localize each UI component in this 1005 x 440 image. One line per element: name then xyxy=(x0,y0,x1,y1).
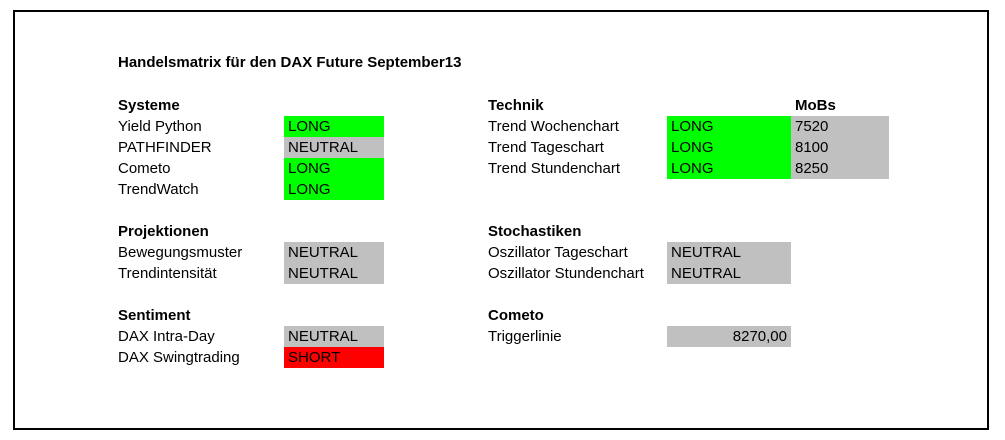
section-heading-projektionen: Projektionen xyxy=(118,223,209,240)
signal-cell: NEUTRAL xyxy=(284,263,384,284)
section-heading-sentiment: Sentiment xyxy=(118,307,191,324)
row-label: Bewegungsmuster xyxy=(118,244,243,261)
mobs-cell: 8100 xyxy=(791,137,889,158)
section-heading-cometo: Cometo xyxy=(488,307,544,324)
signal-cell: NEUTRAL xyxy=(284,242,384,263)
row-label: Trend Tageschart xyxy=(488,139,604,156)
row-label: Trendintensität xyxy=(118,265,217,282)
row-label: Trend Wochenchart xyxy=(488,118,619,135)
page-title: Handelsmatrix für den DAX Future Septemb… xyxy=(118,54,462,71)
row-label: Trend Stundenchart xyxy=(488,160,621,177)
signal-cell: NEUTRAL xyxy=(667,263,791,284)
row-label: DAX Swingtrading xyxy=(118,349,240,366)
trigger-value-cell: 8270,00 xyxy=(667,326,791,347)
signal-cell: NEUTRAL xyxy=(284,326,384,347)
row-label: DAX Intra-Day xyxy=(118,328,215,345)
signal-cell: NEUTRAL xyxy=(284,137,384,158)
row-label: Triggerlinie xyxy=(488,328,562,345)
row-label: TrendWatch xyxy=(118,181,199,198)
row-label: Yield Python xyxy=(118,118,202,135)
section-heading-technik: Technik xyxy=(488,97,544,114)
signal-cell: LONG xyxy=(667,158,791,179)
row-label: Oszillator Stundenchart xyxy=(488,265,644,282)
mobs-cell: 8250 xyxy=(791,158,889,179)
signal-cell: SHORT xyxy=(284,347,384,368)
signal-cell: LONG xyxy=(284,116,384,137)
signal-cell: LONG xyxy=(667,116,791,137)
signal-cell: LONG xyxy=(284,158,384,179)
row-label: Oszillator Tageschart xyxy=(488,244,628,261)
row-label: PATHFINDER xyxy=(118,139,212,156)
signal-cell: LONG xyxy=(284,179,384,200)
signal-cell: NEUTRAL xyxy=(667,242,791,263)
section-heading-stochastiken: Stochastiken xyxy=(488,223,582,240)
column-heading-mobs: MoBs xyxy=(795,97,836,114)
matrix-frame xyxy=(13,10,989,430)
mobs-cell: 7520 xyxy=(791,116,889,137)
signal-cell: LONG xyxy=(667,137,791,158)
section-heading-systeme: Systeme xyxy=(118,97,180,114)
row-label: Cometo xyxy=(118,160,171,177)
